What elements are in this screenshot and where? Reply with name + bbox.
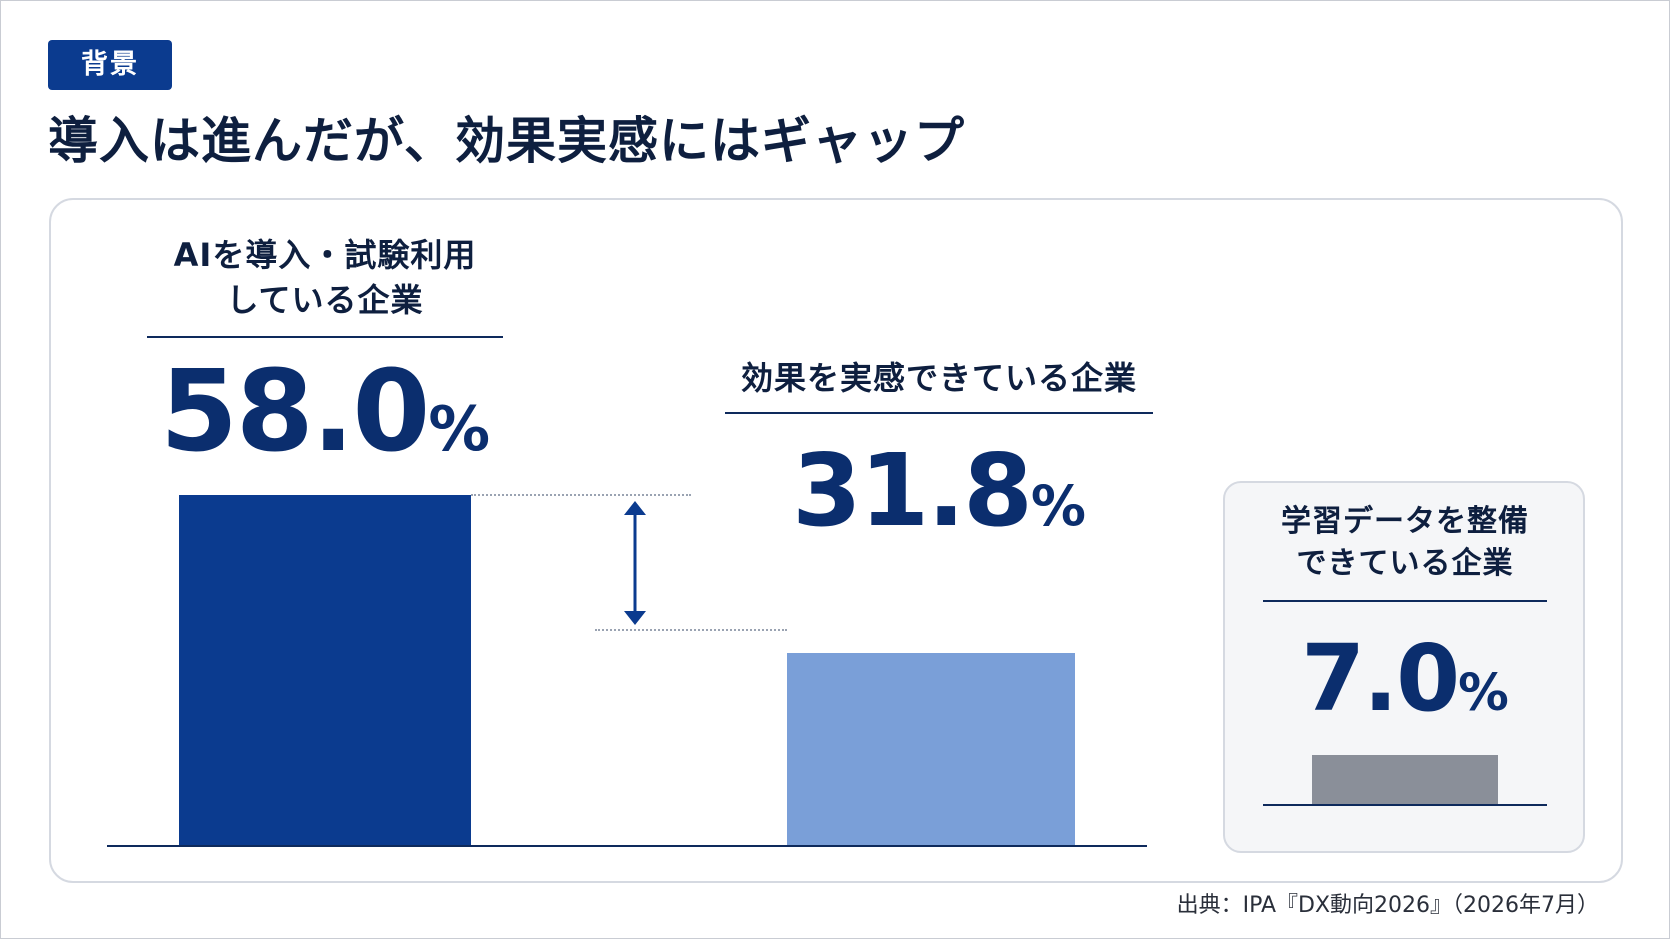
bar-adoption: [179, 495, 471, 845]
bar-effect: [787, 653, 1075, 845]
chart-baseline: [107, 845, 1147, 847]
category-label-effect: 効果を実感できている企業: [740, 359, 1137, 397]
label-underline-adoption: [147, 336, 503, 338]
value-number-effect: 31.8: [792, 432, 1033, 549]
value-label-effect: 31.8%: [725, 436, 1153, 561]
category-label-data: 学習データを整備 できている企業: [1281, 504, 1529, 581]
gap-guide-top: [471, 494, 691, 496]
value-label-adoption: 58.0%: [147, 353, 503, 488]
value-label-data: 7.0%: [1263, 629, 1547, 743]
gap-guide-bottom: [595, 629, 787, 631]
category-label-adoption: AIを導入・試験利用 している企業: [173, 236, 477, 319]
bar-data: [1312, 755, 1498, 804]
value-number-data: 7.0: [1301, 625, 1460, 732]
source-citation: 出典：IPA『DX動向2026』（2026年7月）: [1176, 893, 1599, 918]
sub-chart-baseline: [1263, 804, 1547, 806]
value-number-adoption: 58.0: [159, 347, 430, 477]
value-unit-data: %: [1458, 663, 1509, 722]
value-unit-effect: %: [1030, 474, 1086, 538]
section-tag: 背景: [48, 40, 172, 90]
label-underline-data: [1263, 600, 1547, 602]
value-unit-adoption: %: [428, 393, 491, 465]
gap-arrow-icon: [624, 501, 646, 625]
slide-title: 導入は進んだが、効果実感にはギャップ: [48, 112, 965, 170]
label-underline-effect: [725, 412, 1153, 414]
